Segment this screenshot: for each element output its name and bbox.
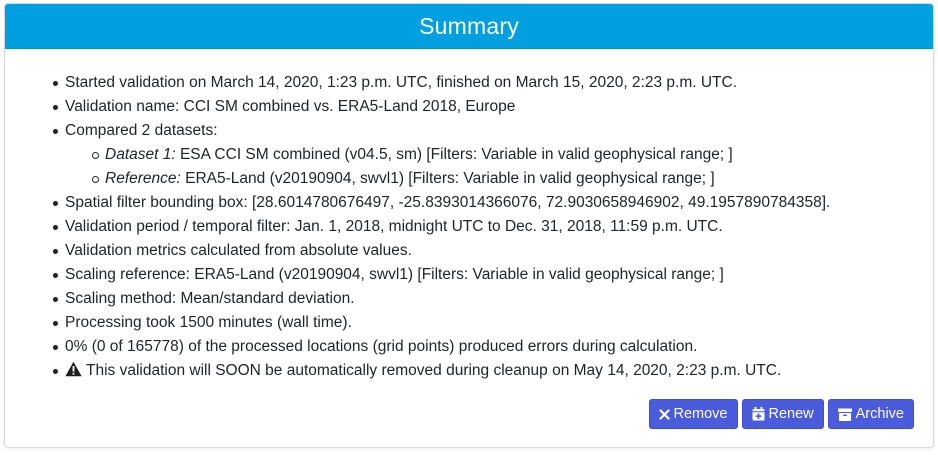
list-item-name: Validation name: CCI SM combined vs. ERA… <box>52 95 830 119</box>
summary-list: Started validation on March 14, 2020, 1:… <box>52 71 830 385</box>
list-item-scaling-ref: Scaling reference: ERA5-Land (v20190904,… <box>52 263 830 287</box>
dataset-label: Dataset 1: <box>105 146 176 163</box>
archive-button[interactable]: Archive <box>827 399 914 429</box>
reference-item: Reference: ERA5-Land (v20190904, swvl1) … <box>91 167 830 191</box>
dataset-text: ESA CCI SM combined (v04.5, sm) [Filters… <box>175 146 733 163</box>
warning-icon <box>65 361 82 385</box>
card-title: Summary <box>419 12 519 39</box>
times-icon <box>658 408 670 420</box>
archive-label: Archive <box>855 406 904 422</box>
remove-button[interactable]: Remove <box>648 399 738 429</box>
dataset-item: Dataset 1: ESA CCI SM combined (v04.5, s… <box>91 143 830 167</box>
list-item-processing: Processing took 1500 minutes (wall time)… <box>52 311 830 335</box>
list-item-compared: Compared 2 datasets: Dataset 1: ESA CCI … <box>52 119 830 191</box>
action-buttons: Remove Renew Archive <box>648 399 914 429</box>
list-item-errors: 0% (0 of 165778) of the processed locati… <box>52 335 830 359</box>
list-item-scaling-method: Scaling method: Mean/standard deviation. <box>52 287 830 311</box>
list-item-metrics: Validation metrics calculated from absol… <box>52 239 830 263</box>
list-item-bbox: Spatial filter bounding box: [28.6014780… <box>52 191 830 215</box>
reference-text: ERA5-Land (v20190904, swvl1) [Filters: V… <box>180 170 715 187</box>
datasets-list: Dataset 1: ESA CCI SM combined (v04.5, s… <box>65 143 830 191</box>
archive-icon <box>837 408 852 421</box>
list-item-warning: This validation will SOON be automatical… <box>52 359 830 385</box>
list-item-period: Validation period / temporal filter: Jan… <box>52 215 830 239</box>
warning-text: This validation will SOON be automatical… <box>86 362 782 379</box>
renew-label: Renew <box>768 406 814 422</box>
summary-card: Summary Started validation on March 14, … <box>4 3 934 448</box>
renew-button[interactable]: Renew <box>741 399 824 429</box>
remove-label: Remove <box>673 406 728 422</box>
list-item-started: Started validation on March 14, 2020, 1:… <box>52 71 830 95</box>
compared-label: Compared 2 datasets: <box>65 122 218 139</box>
calendar-plus-icon <box>752 407 765 421</box>
reference-label: Reference: <box>105 170 181 187</box>
card-header: Summary <box>5 4 933 49</box>
